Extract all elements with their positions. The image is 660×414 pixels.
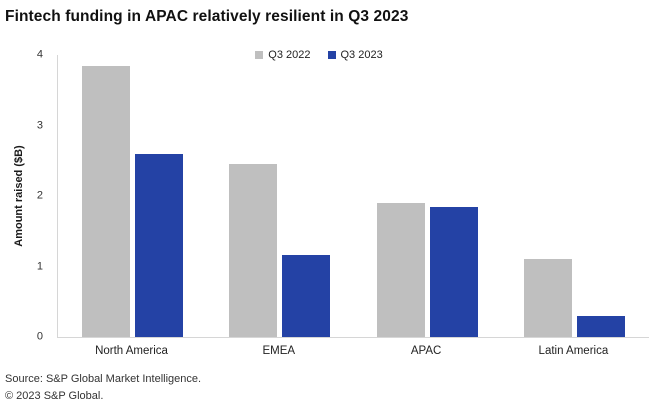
y-tick-1: 1 <box>36 260 43 272</box>
bar-q3-2022-latin-america <box>523 259 572 337</box>
legend-swatch-q3-2023 <box>327 51 336 59</box>
bar-group-emea <box>229 164 331 337</box>
x-axis-labels: North America EMEA APAC Latin America <box>57 345 648 361</box>
y-tick-2: 2 <box>36 189 43 202</box>
y-axis-ticks: 0 1 2 3 4 <box>0 49 50 342</box>
bar-q3-2022-emea <box>229 164 278 337</box>
bar-q3-2022-apac <box>376 203 425 337</box>
y-tick-4: 4 <box>36 48 43 61</box>
bar-q3-2023-north-america <box>135 153 183 337</box>
page-title: Fintech funding in APAC relatively resil… <box>5 8 409 25</box>
legend-label-q3-2023: Q3 2023 <box>340 49 383 61</box>
y-tick-3: 3 <box>36 119 43 131</box>
bar-group-latin-america <box>523 259 625 337</box>
bar-group-north-america <box>82 65 183 337</box>
legend-label-q3-2022: Q3 2022 <box>268 49 311 61</box>
legend-item-q3-2022: Q3 2022 <box>255 49 311 61</box>
bar-q3-2023-latin-america <box>576 315 625 337</box>
category-label-north-america: North America <box>95 345 168 357</box>
category-label-apac: APAC <box>410 345 442 357</box>
bar-q3-2023-emea <box>282 254 331 337</box>
bar-group-apac <box>376 203 478 337</box>
category-label-latin-america: Latin America <box>538 345 609 357</box>
plot-area <box>57 55 649 338</box>
category-label-emea: EMEA <box>262 345 296 357</box>
footer-source: Source: S&P Global Market Intelligence. <box>5 373 202 385</box>
bar-q3-2022-north-america <box>82 65 130 337</box>
legend-swatch-q3-2022 <box>255 51 264 59</box>
footer-copyright: © 2023 S&P Global. <box>5 390 104 402</box>
bar-q3-2023-apac <box>429 206 478 337</box>
y-tick-0: 0 <box>36 330 43 343</box>
legend-item-q3-2023: Q3 2023 <box>327 49 383 61</box>
chart-legend: Q3 2022 Q3 2023 <box>0 49 638 61</box>
